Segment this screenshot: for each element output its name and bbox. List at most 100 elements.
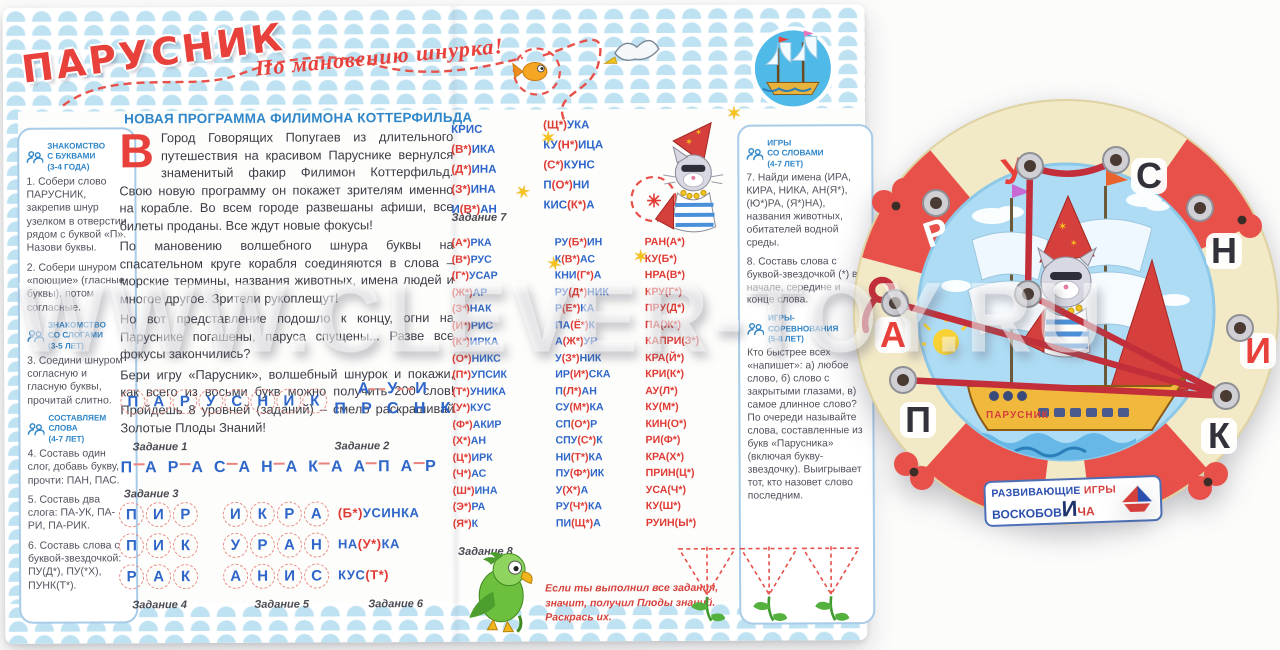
word-item: КУ(Б*) — [644, 252, 677, 265]
letter-circle: И — [145, 502, 171, 528]
word-item: НИ(Т*)КА — [555, 450, 603, 463]
section-header: ИГРЫ- СОРЕВНОВАНИЯ (5-8 ЛЕТ) — [747, 314, 865, 345]
section-tasks: 3. Соедини шнуром согласную и гласную бу… — [27, 354, 128, 408]
ship-badge — [750, 26, 835, 111]
word-item: ПРУ(Д*) — [644, 301, 685, 315]
board-letter: П — [905, 399, 931, 440]
grid-letter: П — [334, 400, 346, 418]
sidebar-task-text: 1. Собери слово ПАРУСНИК, закрепив шнур … — [26, 175, 127, 255]
word-item: (В*)ИКА — [451, 143, 496, 156]
word-item: НА(У*)КА — [337, 536, 400, 552]
word-item: (А*)РКА — [451, 236, 492, 249]
word-item: КРА(Й*) — [645, 351, 685, 364]
letter-circle: П — [118, 502, 144, 528]
letter-circle: Р — [172, 389, 198, 415]
sidebar-task-text: 8. Составь слова с буквой-звездочкой (*)… — [746, 255, 858, 307]
word-item: Р(Е*)КА — [554, 302, 595, 315]
section-header: СОСТАВЛЯЕМ СЛОВА (4-7 ЛЕТ) — [27, 413, 128, 444]
sidebar-task-text: 6. Составь слова с буквой-звездочкой: ПУ… — [27, 539, 122, 592]
brand-label: РАЗВИВАЮЩИЕ ИГРЫ ВОСКОБОВИЧА — [983, 474, 1163, 528]
letter-circle: П — [120, 389, 146, 415]
word-item: АУ(Л*) — [645, 384, 678, 397]
task7-col1: КРИС (В*)ИКА (Д*)ИНА (З*)ИНА И(В*)АН — [451, 120, 497, 220]
task8-col1: (А*)РКА (В*)РУС (Г*)УСАР (Ж*)АР (З*)НАК (И*)Р… — [452, 235, 508, 532]
section-title: ЗНАКОМСТВО СО СЛОГАМИ (3-5 ЛЕТ) — [47, 320, 106, 351]
section-tasks: Кто быстрее всех «напишет»: а) любое сло… — [747, 347, 866, 503]
word-item: ПУ(Ф*)ИК — [555, 467, 605, 480]
star-icon: ✶ — [540, 128, 557, 150]
letter-circle: И — [277, 563, 303, 589]
board-letter: С — [1136, 155, 1162, 196]
task-label: Задание 7 — [451, 211, 507, 224]
letter-circle: Н — [303, 532, 330, 558]
letter-circle: Р — [119, 564, 145, 590]
svg-text:✶: ✶ — [1070, 238, 1078, 248]
cat-fakir-icon: ✳ ✶✶ — [630, 121, 724, 233]
instruction-leaflet: ПАРУСНИК По мановению шнурка! НОВАЯ ПРОГ… — [2, 4, 876, 644]
word-item: (З*)ИНА — [451, 183, 496, 196]
people-icon — [747, 323, 765, 336]
word-item: УСА(Ч*) — [645, 483, 687, 496]
section-header: ИГРЫ СО СЛОВАМИ (4-7 ЛЕТ) — [746, 138, 864, 169]
word-item: (Ш*)ИНА — [452, 484, 498, 497]
people-icon — [27, 423, 45, 436]
task8-col2: РУ(Б*)ИН К(В*)АС КНИ(Г*)А РУ(Д*)НИК Р(Е*)КА П… — [555, 234, 612, 531]
word-item: СП(О*)Р — [555, 417, 598, 430]
sidebar-task-text: Кто быстрее всех «напишет»: а) любое сло… — [747, 347, 863, 502]
grid-letter: Р — [361, 400, 372, 418]
word-item: (П*)УПСИК — [452, 368, 507, 381]
word-item: (З*)НАК — [451, 302, 492, 315]
lacing-board: ✶ ✶ ПАРУСНИК — [852, 90, 1280, 542]
seagull-icon — [603, 39, 660, 64]
word-item: ПИ(Щ*)А — [555, 516, 601, 529]
letter-circle: Р — [249, 532, 276, 558]
letter-circle: Н — [250, 388, 276, 414]
word-item: РУ(Д*)НИК — [554, 285, 609, 298]
word-item: У(Х*)А — [555, 483, 589, 496]
section-title: ИГРЫ- СОРЕВНОВАНИЯ (5-8 ЛЕТ) — [767, 313, 839, 344]
word-item: СПУ(С*)К — [555, 434, 603, 447]
grid-letter: К — [440, 399, 451, 417]
word-item: КУ(Ш*) — [645, 499, 681, 513]
people-icon — [26, 151, 44, 164]
story-paragraph: По мановению волшебного шнура буквы на с… — [119, 237, 454, 307]
fruit-triangles — [677, 546, 861, 622]
task8-col3: РАН(А*) КУ(Б*) НРА(В*) КРУ(Г*) ПРУ(Д*) ПА(Ж*)… — [645, 234, 700, 531]
section-title: ИГРЫ СО СЛОВАМИ (4-7 ЛЕТ) — [767, 138, 824, 169]
word-item: (И*)РИС — [451, 319, 494, 332]
word-item: (Э*)РА — [452, 500, 486, 513]
word-item: А(Ж*)УР — [555, 335, 598, 348]
svg-text:✶: ✶ — [1058, 221, 1067, 233]
paper-boat-logo — [1122, 485, 1153, 512]
section-title: СОСТАВЛЯЕМ СЛОВА (4-7 ЛЕТ) — [48, 413, 107, 444]
word-item: ИР(И*)СКА — [555, 368, 611, 381]
board-letter: Н — [1211, 230, 1237, 271]
word-item: КУС(Т*) — [338, 567, 390, 583]
masthead-doodles — [62, 26, 835, 126]
section-header: ЗНАКОМСТВО СО СЛОГАМИ (3-5 ЛЕТ) — [27, 320, 128, 351]
word-item: РУ(Ч*)КА — [555, 500, 603, 513]
letter-circle: К — [249, 501, 275, 527]
word-item: (Ж*)АР — [451, 286, 488, 299]
section-header: ЗНАКОМСТВО С БУКВАМИ (3-4 ГОДА) — [26, 141, 127, 172]
letter-circle: П — [118, 533, 145, 559]
task-label: Задание 1 — [132, 441, 188, 454]
word-item: НРА(В*) — [644, 268, 686, 282]
people-icon — [746, 147, 764, 161]
letter-circle: Н — [250, 563, 276, 589]
letter-circle: Р — [276, 501, 302, 527]
